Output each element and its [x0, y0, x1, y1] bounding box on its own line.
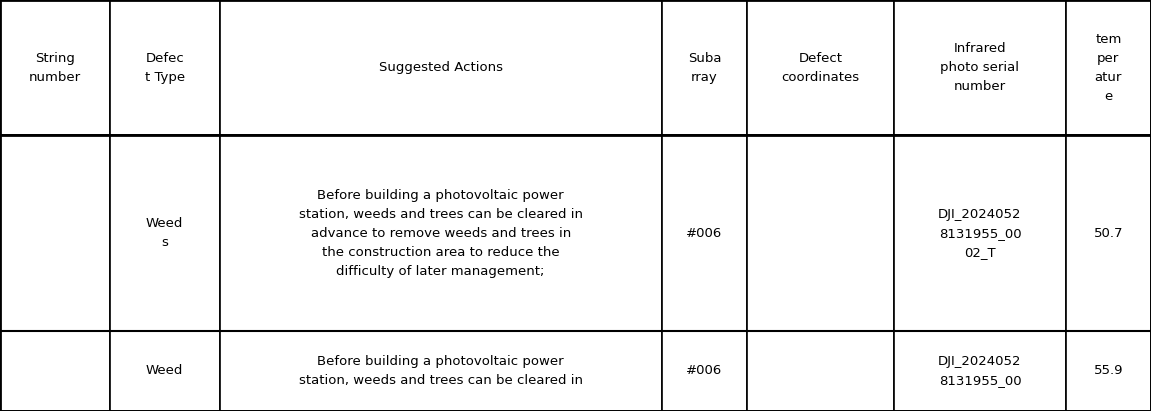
- Bar: [0, 0, 109, 135]
- Text: Before building a photovoltaic power
station, weeds and trees can be cleared in: Before building a photovoltaic power sta…: [298, 355, 582, 387]
- Bar: [220, 331, 662, 411]
- Text: Defect
coordinates: Defect coordinates: [782, 52, 860, 84]
- Bar: [662, 0, 747, 135]
- Text: #006: #006: [686, 226, 723, 240]
- Text: Infrared
photo serial
number: Infrared photo serial number: [940, 42, 1020, 93]
- Bar: [109, 135, 220, 331]
- Bar: [747, 0, 894, 135]
- Bar: [662, 331, 747, 411]
- Bar: [747, 331, 894, 411]
- Bar: [0, 331, 109, 411]
- Text: Suggested Actions: Suggested Actions: [379, 61, 503, 74]
- Text: 50.7: 50.7: [1093, 226, 1123, 240]
- Text: Weed: Weed: [146, 365, 183, 377]
- Bar: [0, 135, 109, 331]
- Text: String
number: String number: [29, 52, 81, 84]
- Text: Defec
t Type: Defec t Type: [145, 52, 184, 84]
- Bar: [220, 135, 662, 331]
- Text: #006: #006: [686, 365, 723, 377]
- Text: 55.9: 55.9: [1093, 365, 1123, 377]
- Bar: [1066, 0, 1151, 135]
- Text: Suba
rray: Suba rray: [687, 52, 722, 84]
- Bar: [662, 135, 747, 331]
- Text: DJI_2024052
8131955_00
02_T: DJI_2024052 8131955_00 02_T: [938, 208, 1022, 259]
- Text: tem
per
atur
e: tem per atur e: [1095, 32, 1122, 103]
- Bar: [1066, 135, 1151, 331]
- Bar: [109, 0, 220, 135]
- Bar: [894, 331, 1066, 411]
- Bar: [747, 135, 894, 331]
- Text: Before building a photovoltaic power
station, weeds and trees can be cleared in
: Before building a photovoltaic power sta…: [298, 189, 582, 277]
- Bar: [220, 0, 662, 135]
- Text: DJI_2024052
8131955_00: DJI_2024052 8131955_00: [938, 355, 1022, 387]
- Bar: [1066, 331, 1151, 411]
- Bar: [894, 0, 1066, 135]
- Bar: [109, 331, 220, 411]
- Text: Weed
s: Weed s: [146, 217, 183, 249]
- Bar: [894, 135, 1066, 331]
